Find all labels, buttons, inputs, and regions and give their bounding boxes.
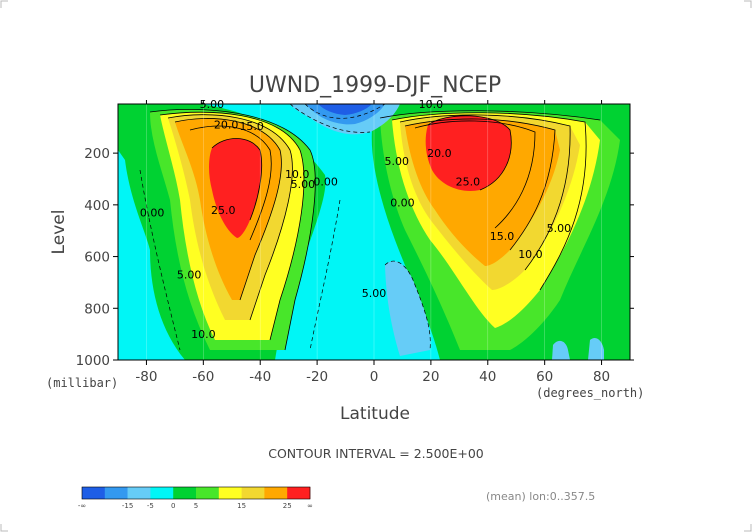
- colorbar-label: -∞: [78, 502, 86, 510]
- contour-label: 10.0: [285, 168, 310, 181]
- colorbar-swatch: [287, 487, 311, 499]
- colorbar-label: 25: [283, 502, 292, 510]
- contour-labels: 5.00 10.020.0 15.010.05.000.0025.00.005.00…: [140, 98, 571, 341]
- x-tick-label: -60: [192, 369, 214, 385]
- contour-label: 5.00: [177, 269, 202, 282]
- contour-label: 10.0: [191, 328, 216, 341]
- contour-label: 15.0: [239, 120, 264, 133]
- colorbar-swatch: [127, 487, 151, 499]
- contour-label: 20.0: [214, 119, 239, 132]
- y-tick-label: 400: [84, 198, 110, 214]
- contour-field: [118, 104, 630, 360]
- x-axis-units: (degrees_north): [536, 386, 644, 400]
- contour-label: 5.00: [362, 287, 387, 300]
- contour-label: 25.0: [211, 204, 236, 217]
- x-axis-title: Latitude: [340, 404, 410, 424]
- colorbar-label: -15: [122, 502, 133, 510]
- y-tick-label: 1000: [76, 353, 110, 369]
- contour-label: 0.00: [313, 176, 338, 189]
- y-axis-units: (millibar): [46, 376, 118, 390]
- colorbar-swatch: [241, 487, 265, 499]
- colorbar-swatch: [82, 487, 106, 499]
- contour-label: 20.0: [427, 147, 452, 160]
- colorbar-swatch: [104, 487, 128, 499]
- x-tick-label: -20: [306, 369, 328, 385]
- colorbar-swatch: [218, 487, 242, 499]
- x-tick-label: 40: [479, 369, 496, 385]
- colorbar-label: ∞: [307, 502, 313, 510]
- contour-label: 5.00: [547, 222, 572, 235]
- colorbar-swatch: [196, 487, 220, 499]
- colorbar-label: -5: [147, 502, 154, 510]
- contour-label: 5.00: [291, 178, 316, 191]
- colorbar-swatch: [264, 487, 288, 499]
- contour-label: 15.0: [490, 230, 515, 243]
- x-axis: -80 -60 -40 -20 0 20 40 60 80: [135, 100, 610, 385]
- y-axis-title: Level: [49, 210, 69, 255]
- x-tick-label: -80: [135, 369, 157, 385]
- footnote: (mean) lon:0..357.5: [486, 490, 595, 503]
- colorbar-label: 5: [194, 502, 198, 510]
- x-tick-label: 0: [370, 369, 379, 385]
- colorbar-frame: [81, 486, 311, 500]
- contour-label: 25.0: [456, 176, 481, 189]
- contour-label: 5.00: [385, 155, 410, 168]
- x-tick-label: -40: [249, 369, 271, 385]
- colorbar-label: 0: [171, 502, 175, 510]
- contour-label: 10.0: [518, 248, 543, 261]
- y-tick-label: 800: [84, 301, 110, 317]
- colorbar-swatch: [173, 487, 197, 499]
- chart-title: UWND_1999-DJF_NCEP: [249, 73, 501, 98]
- x-tick-label: 80: [593, 369, 610, 385]
- y-tick-label: 600: [84, 250, 110, 266]
- colorbar: -∞ -15 -5 0 5 15 25 ∞: [78, 486, 313, 510]
- colorbar-swatch: [150, 487, 174, 499]
- y-tick-label: 200: [84, 146, 110, 162]
- x-tick-label: 20: [422, 369, 439, 385]
- x-tick-label: 60: [536, 369, 553, 385]
- y-axis: 200 400 600 800 1000: [76, 146, 634, 369]
- contour-label: 0.00: [390, 196, 415, 209]
- contour-label: 0.00: [140, 207, 165, 220]
- contour-interval-text: CONTOUR INTERVAL = 2.500E+00: [268, 446, 484, 461]
- colorbar-label: 15: [237, 502, 246, 510]
